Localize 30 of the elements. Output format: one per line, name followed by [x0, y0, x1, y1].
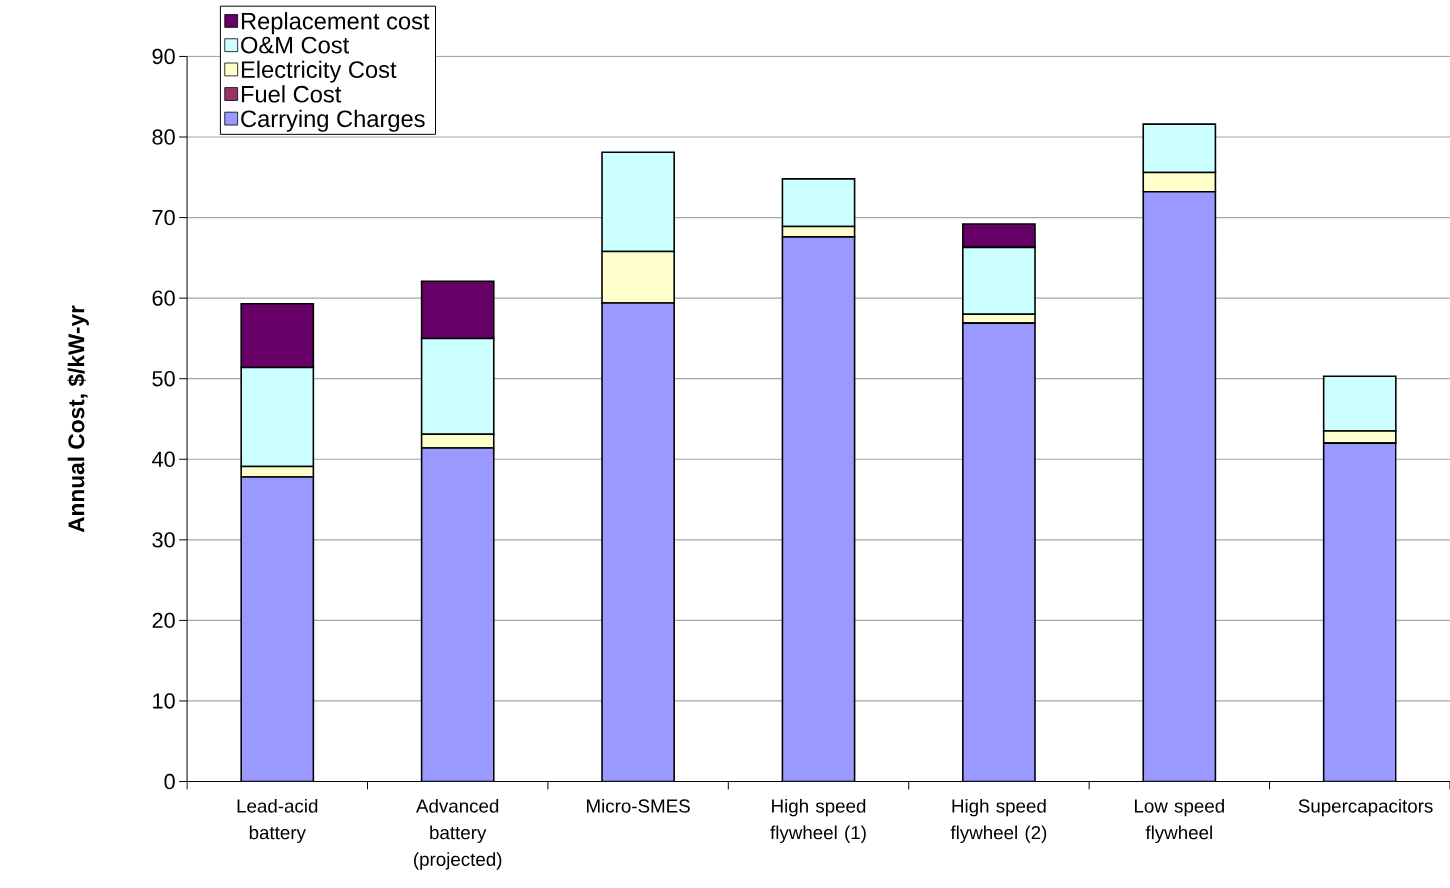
legend-label: O&M Cost: [241, 36, 350, 54]
bar: [1142, 191, 1217, 782]
legend-label: Fuel Cost: [241, 85, 342, 103]
y-tick-label: 0: [164, 774, 175, 790]
x-tick-label: Lead-acid battery: [237, 799, 318, 844]
y-tick-label: 80: [152, 129, 175, 145]
bar: [781, 236, 856, 782]
y-axis-title: Annual Cost, $/kW-yr: [67, 305, 89, 533]
bar: [601, 302, 675, 782]
x-tick-label: High speed flywheel (1): [770, 799, 866, 844]
y-tick-label: 10: [153, 693, 175, 709]
x-tick-label: High speed flywheel (2): [950, 799, 1047, 844]
x-tick-label: Advanced battery (projected): [414, 799, 502, 870]
bar: [420, 447, 495, 782]
legend-label: Carrying Charges: [241, 110, 425, 133]
legend-label: Replacement cost: [241, 12, 430, 35]
y-tick-label: 50: [152, 371, 175, 387]
y-tick-label: 60: [152, 290, 175, 307]
x-tick-label: Low speed flywheel: [1135, 799, 1224, 844]
y-tick-label: 90: [152, 48, 175, 65]
y-tick-label: 40: [152, 451, 175, 468]
y-tick-label: 30: [152, 532, 175, 548]
bar: [962, 322, 1036, 782]
bar: [1322, 442, 1397, 782]
x-tick-label: Micro-SMES: [587, 799, 690, 813]
bar: [240, 476, 315, 782]
legend-label: Electricity Cost: [241, 60, 397, 83]
y-tick-label: 70: [152, 210, 175, 226]
x-tick-label: Supercapacitors: [1298, 799, 1433, 817]
y-tick-label: 20: [152, 612, 175, 629]
